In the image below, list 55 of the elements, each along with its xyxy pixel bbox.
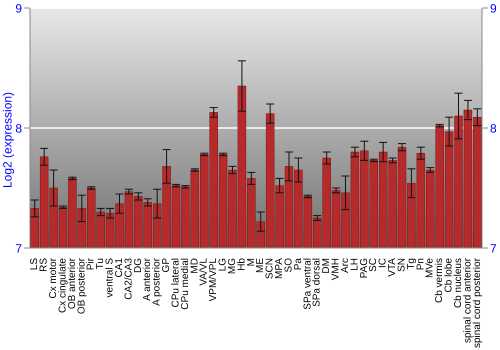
x-tick-label: Pn: [415, 258, 426, 270]
x-tick-label: SPa ventral: [302, 258, 314, 310]
x-tick-label: MVe: [424, 258, 436, 278]
x-tick-label: ventral S: [104, 258, 116, 298]
x-tick-label: CPu medial: [180, 258, 191, 310]
x-tick-label: ME: [255, 258, 266, 273]
x-tick-label: Cb lobe: [444, 258, 455, 292]
x-tick-label: M: [246, 258, 257, 266]
x-tick-label: Cb vermis: [434, 258, 446, 304]
x-tick-label: Tu: [95, 258, 106, 270]
x-tick-label: MPA: [274, 258, 286, 279]
x-tick-label: VPM/VPL: [208, 258, 220, 302]
x-tick-label: DG: [132, 258, 144, 273]
x-tick-label: LS: [29, 258, 40, 270]
x-tick-label: CA2/CA3: [123, 258, 134, 300]
x-tick-label: SO: [283, 258, 294, 272]
y-axis-title: Log2 (expression): [0, 92, 14, 188]
x-tick-label: SCN: [264, 258, 276, 280]
y-tick-label: 7: [15, 241, 22, 256]
x-tick-label: MG: [226, 258, 238, 274]
x-tick-label: LG: [218, 258, 229, 272]
x-tick-label: Cb nucleus: [452, 258, 464, 308]
x-tick-label: A posterior: [152, 257, 163, 306]
x-tick-label: IC: [378, 258, 389, 268]
x-tick-label: RS: [38, 258, 50, 272]
x-tick-label: VA/VL: [198, 258, 210, 286]
x-tick-label: Pir: [86, 257, 97, 270]
x-tick-label: GP: [161, 258, 172, 272]
x-tick-label: spinal cord posterior: [472, 257, 483, 348]
x-tick-label: SPa dorsal: [312, 258, 323, 307]
x-tick-label: CA1: [114, 258, 125, 278]
x-tick-label: OB posterior: [76, 257, 88, 314]
x-tick-label: SC: [368, 258, 380, 272]
y-tick-label: 8: [15, 121, 22, 136]
y2-tick-label: 8: [490, 121, 497, 136]
x-tick-label: LH: [349, 258, 360, 271]
x-tick-label: Cx cingulate: [57, 258, 68, 314]
x-tick-label: spinal cord anterior: [462, 257, 474, 344]
x-tick-label: Tg: [406, 258, 417, 270]
x-tick-label: Cx motor: [48, 257, 60, 299]
x-tick-label: PAG: [358, 258, 370, 278]
x-tick-label: OB anterior: [66, 257, 78, 310]
x-tick-label: Pa: [292, 258, 304, 270]
x-tick-label: VMH: [330, 258, 342, 280]
x-tick-label: Hb: [236, 258, 248, 271]
x-tick-label: Arc: [340, 258, 351, 273]
x-tick-label: DM: [321, 258, 332, 274]
x-tick-label: VTA: [387, 258, 398, 277]
y-tick-label: 9: [15, 1, 22, 16]
x-tick-label: SN: [396, 258, 408, 272]
y2-tick-label: 7: [490, 241, 497, 256]
x-tick-label: MD: [189, 258, 200, 274]
x-tick-label: A anterior: [142, 257, 154, 301]
y2-tick-label: 9: [490, 1, 497, 16]
x-tick-label: CPu lateral: [170, 258, 182, 308]
